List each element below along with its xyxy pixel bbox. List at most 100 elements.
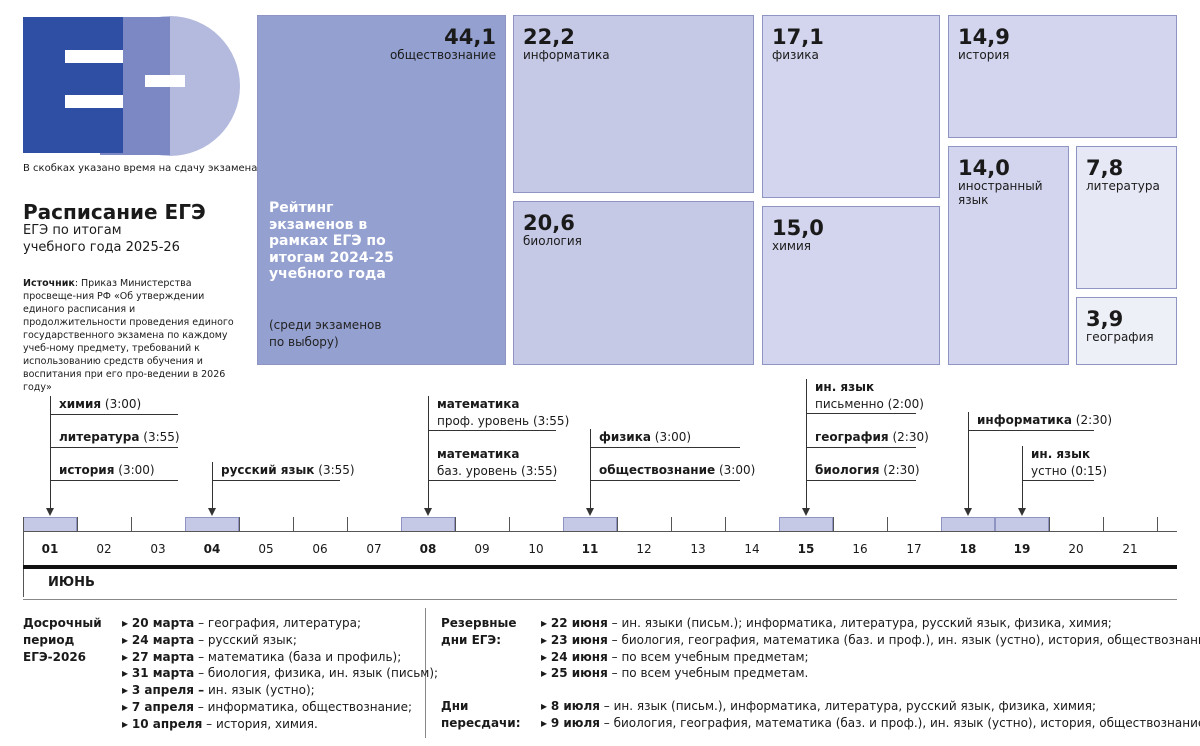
early-item: ▸ 24 марта – русский язык;	[122, 632, 297, 647]
exam-underline	[806, 480, 916, 481]
day-label: 09	[474, 542, 490, 556]
callout-line	[806, 379, 807, 512]
callout-arrow	[802, 508, 810, 516]
item-text: – биология, география, математика (баз. …	[611, 632, 1200, 647]
item-text: – математика (база и профиль);	[198, 649, 402, 664]
day-label: 16	[852, 542, 868, 556]
rating-heading: Рейтинг экзаменов в рамках ЕГЭ по итогам…	[269, 200, 394, 282]
day-label: 07	[366, 542, 382, 556]
callout-arrow	[46, 508, 54, 516]
callout-arrow	[208, 508, 216, 516]
day-label: 08	[419, 542, 437, 556]
item-text: – биология, физика, ин. язык (письм);	[198, 666, 439, 681]
separator	[23, 599, 1177, 600]
day-tick	[833, 517, 834, 532]
tile-name: биология	[523, 234, 582, 248]
axis-start	[23, 517, 24, 597]
tile-value: 44,1	[444, 25, 496, 49]
item-text: – история, химия.	[206, 716, 318, 731]
tile-name: обществознание	[389, 48, 496, 62]
tile-value: 15,0	[772, 216, 824, 240]
divider	[425, 608, 426, 738]
tile-value: 3,9	[1086, 307, 1124, 331]
item-date: 24 июня	[550, 649, 608, 664]
exam-underline	[590, 447, 740, 448]
day-tick	[509, 517, 510, 532]
callout-line	[590, 429, 591, 512]
exam-underline	[50, 480, 178, 481]
day-tick	[1103, 517, 1104, 532]
day-label: 12	[636, 542, 652, 556]
exam-underline	[212, 480, 340, 481]
day-label: 06	[312, 542, 328, 556]
source-label: Источник	[23, 278, 75, 289]
tile: 22,2 информатика	[513, 15, 754, 193]
callout-line	[428, 396, 429, 512]
rating-note: (среди экзаменов по выбору)	[269, 318, 382, 349]
exam: химия (3:00)	[59, 396, 141, 413]
day-tick	[1157, 517, 1158, 532]
callout-arrow	[586, 508, 594, 516]
subtitle-1: ЕГЭ по итогам	[23, 223, 122, 238]
early-item: ▸ 3 апреля – ин. язык (устно);	[122, 683, 315, 698]
reserve-label: Резервные дни ЕГЭ:	[441, 616, 517, 647]
retake-label: Дни пересдачи:	[441, 699, 521, 730]
day-label: 03	[150, 542, 166, 556]
item-date: 20 марта	[131, 616, 195, 630]
exam-time: (2:30)	[892, 430, 929, 444]
day-tick	[347, 517, 348, 532]
reserve-item: ▸ 23 июня – биология, география, математ…	[541, 632, 1200, 648]
exam: информатика (2:30)	[977, 412, 1112, 429]
day-box	[563, 517, 617, 532]
early-item: ▸ 7 апреля – информатика, обществознание…	[122, 700, 412, 714]
exam-time: (3:55)	[143, 430, 180, 444]
exam-time: (2:30)	[1075, 413, 1113, 427]
item-text: – ин. язык (письм.), информатика, литера…	[603, 699, 1096, 713]
early-item: ▸ 31 марта – биология, физика, ин. язык …	[122, 666, 439, 681]
day-box	[185, 517, 239, 532]
exam-underline	[806, 447, 916, 448]
tile-name: химия	[772, 239, 811, 253]
item-date: 24 марта	[131, 632, 195, 647]
exam-time: (2:30)	[883, 463, 920, 477]
exam-subject: физика	[599, 430, 651, 444]
tile-value: 14,0	[958, 156, 1010, 180]
tile: 15,0 химия	[762, 206, 940, 365]
day-label: 11	[581, 542, 599, 556]
day-box	[23, 517, 77, 532]
exam: обществознание (3:00)	[599, 462, 755, 479]
day-label: 19	[1013, 542, 1031, 556]
day-tick	[455, 517, 456, 532]
day-tick	[671, 517, 672, 532]
early-item: ▸ 10 апреля – история, химия.	[122, 716, 318, 731]
callout-line	[1022, 446, 1023, 512]
tile-value: 14,9	[958, 25, 1010, 49]
exam-underline	[428, 430, 556, 431]
item-text: – по всем учебным предметам;	[611, 649, 809, 664]
exam-note: устно (0:15)	[1031, 464, 1108, 478]
day-tick	[725, 517, 726, 532]
day-label: 01	[41, 542, 59, 556]
exam-time: (3:00)	[104, 397, 142, 411]
item-text: – по всем учебным предметам.	[611, 666, 809, 681]
tile: 14,0 иностранный язык	[948, 146, 1069, 365]
day-tick	[239, 517, 240, 532]
exam-subject: химия	[59, 397, 102, 411]
tile-value: 22,2	[523, 25, 575, 49]
month: июнь	[48, 575, 95, 590]
item-text: – информатика, обществознание;	[197, 700, 412, 714]
tile-name: история	[958, 48, 1010, 62]
day-label: 21	[1122, 542, 1138, 556]
exam-subject: математика	[437, 397, 520, 411]
day-box	[941, 517, 995, 532]
day-tick	[293, 517, 294, 532]
day-label: 05	[258, 542, 274, 556]
tile: 17,1 физика	[762, 15, 940, 198]
exam-underline	[50, 447, 178, 448]
tile-value: 20,6	[523, 211, 575, 235]
exam-note: письменно (2:00)	[815, 397, 924, 411]
exam-underline	[428, 480, 556, 481]
day-tick	[77, 517, 78, 532]
day-box	[779, 517, 833, 532]
